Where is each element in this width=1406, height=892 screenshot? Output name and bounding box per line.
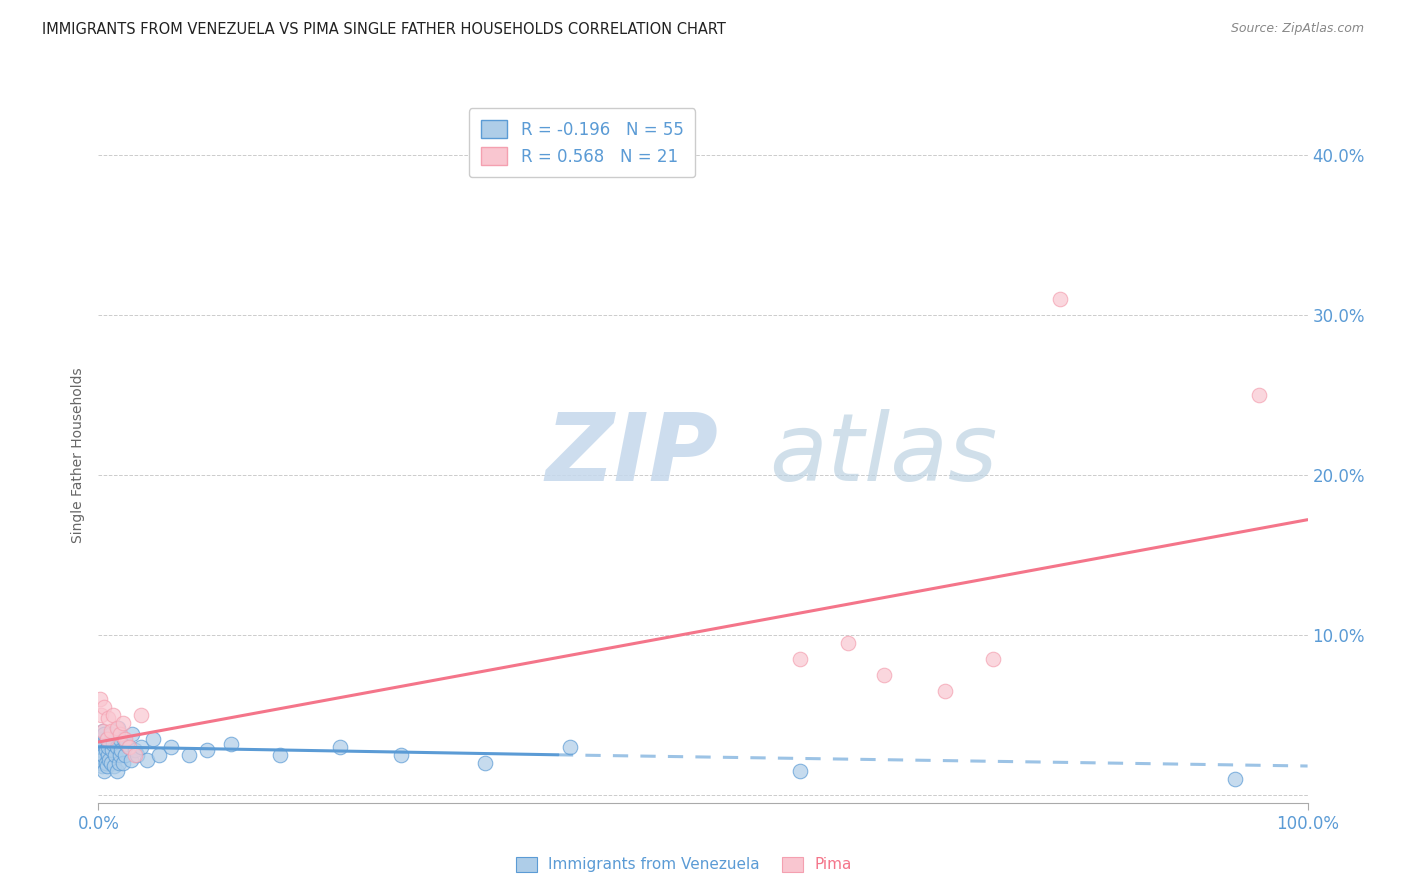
Point [124,743,146,757]
Point [91,739,114,754]
Point [91,723,114,738]
Point [873,668,896,682]
Point [129,707,152,722]
Point [329,739,352,754]
Point [981,652,1004,666]
Point [111,756,134,770]
Text: Source: ZipAtlas.com: Source: ZipAtlas.com [1230,22,1364,36]
Text: Immigrants from Venezuela: Immigrants from Venezuela [548,857,759,872]
Point [100,723,122,738]
Point [108,747,131,762]
Point [195,743,218,757]
Point [96,731,118,746]
Point [474,756,496,770]
Point [101,737,124,751]
Point [90,743,112,757]
Text: ZIP: ZIP [546,409,718,501]
Point [135,753,157,767]
Point [97,747,120,762]
Point [129,739,152,754]
Point [118,739,141,754]
Point [1223,772,1246,786]
Point [94,756,117,770]
Point [100,727,122,741]
Point [558,739,581,754]
Point [110,743,132,757]
Point [111,715,134,730]
Point [118,739,141,754]
Point [269,747,291,762]
FancyBboxPatch shape [782,857,803,872]
Point [100,743,122,757]
Point [108,727,131,741]
Point [179,747,201,762]
Point [93,737,115,751]
Point [142,731,165,746]
Point [112,731,135,746]
Point [108,756,131,770]
Point [91,723,114,738]
Point [1049,292,1071,306]
Point [837,636,859,650]
Text: Pima: Pima [814,857,852,872]
Point [148,747,170,762]
Point [120,753,142,767]
Point [94,743,117,757]
Point [789,764,811,778]
Point [107,721,129,735]
Legend: R = -0.196   N = 55, R = 0.568   N = 21: R = -0.196 N = 55, R = 0.568 N = 21 [470,109,695,178]
Point [127,747,149,762]
Point [90,731,112,746]
Point [104,747,127,762]
Point [103,759,125,773]
Point [96,731,118,746]
Point [115,737,138,751]
Y-axis label: Single Father Households: Single Father Households [72,368,86,542]
Point [160,739,183,754]
Point [100,756,122,770]
Point [96,759,118,773]
Point [1249,388,1271,402]
Point [97,711,120,725]
Point [105,721,128,735]
Point [93,727,115,741]
Point [105,764,128,778]
Text: IMMIGRANTS FROM VENEZUELA VS PIMA SINGLE FATHER HOUSEHOLDS CORRELATION CHART: IMMIGRANTS FROM VENEZUELA VS PIMA SINGLE… [42,22,725,37]
Point [114,747,136,762]
Point [101,707,124,722]
Point [97,739,120,754]
Point [90,707,112,722]
Point [91,759,114,773]
Point [114,731,136,746]
Point [93,699,115,714]
Point [121,727,143,741]
Point [91,747,114,762]
Point [89,756,111,770]
Point [89,691,111,706]
Point [934,683,956,698]
Point [789,652,811,666]
Point [91,753,114,767]
Text: atlas: atlas [769,409,998,500]
Point [221,737,243,751]
Point [389,747,412,762]
Point [105,739,128,754]
Point [93,764,115,778]
FancyBboxPatch shape [516,857,537,872]
Point [124,747,146,762]
Point [108,731,131,746]
Point [98,753,121,767]
